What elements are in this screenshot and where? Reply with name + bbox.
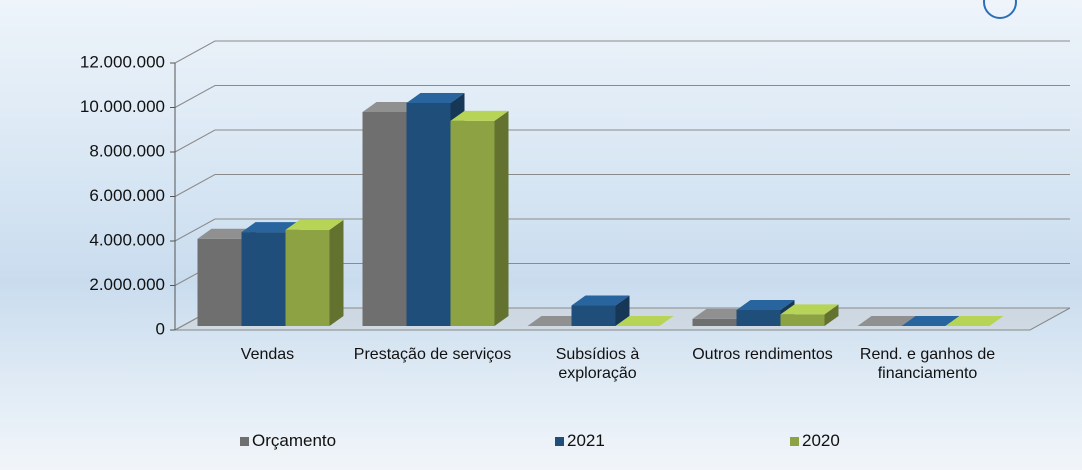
grid-line (174, 129, 1070, 153)
x-tick-label: Subsídios à exploração (555, 346, 640, 382)
bar-face (615, 295, 630, 326)
x-tick-label: Rend. e ganhos de financiamento (859, 346, 996, 382)
bar-face (736, 309, 781, 326)
bar-face (285, 229, 330, 326)
bar-face (197, 228, 256, 239)
y-tick-label: 4.000.000 (89, 230, 165, 249)
legend-item: Orçamento (240, 431, 336, 451)
bar (450, 110, 509, 326)
bar (945, 316, 1004, 326)
y-tick-label: 0 (156, 319, 165, 338)
bar-face (901, 316, 960, 326)
legend-label: Orçamento (252, 431, 337, 450)
legend-item: 2021 (555, 431, 605, 451)
bar (285, 219, 344, 326)
bar-face (494, 110, 509, 326)
bar-face (406, 103, 451, 326)
bar-face (241, 232, 286, 326)
grid-line (174, 85, 1070, 108)
bar-face (406, 93, 465, 104)
legend-item: 2020 (790, 431, 840, 451)
bar-face (857, 316, 916, 326)
bar-face (692, 308, 751, 319)
y-tick-label: 2.000.000 (89, 275, 165, 294)
x-tick-label: Outros rendimentos (692, 346, 833, 363)
bar-face (450, 120, 495, 326)
bar (857, 316, 916, 326)
bar-face (241, 222, 300, 233)
legend-swatch (555, 436, 564, 446)
bar-face (197, 238, 242, 326)
grid-line (174, 40, 1070, 64)
bar-face (329, 219, 344, 326)
bar-face (780, 314, 825, 326)
bar-face (780, 304, 839, 315)
bar-face (450, 110, 509, 121)
bar (615, 316, 674, 326)
bar-face (571, 295, 630, 306)
bar (780, 304, 839, 326)
bar-face (615, 316, 674, 326)
legend-swatch (240, 436, 249, 446)
y-tick-label: 6.000.000 (89, 186, 165, 205)
x-tick-label: Prestação de serviços (353, 346, 512, 363)
y-tick-label: 10.000.000 (80, 97, 165, 116)
grid-line (174, 174, 1070, 197)
legend-swatch (790, 436, 799, 446)
bar-face (692, 318, 737, 326)
bar-face (362, 101, 421, 112)
bar-face (736, 299, 795, 310)
logo (983, 0, 1017, 19)
x-tick-label: Vendas (240, 346, 295, 363)
bar-face (945, 316, 1004, 326)
y-tick-label: 12.000.000 (80, 52, 165, 71)
y-tick-label: 8.000.000 (89, 141, 165, 160)
bar (527, 316, 586, 326)
bar-face (824, 304, 839, 326)
legend-label: 2021 (567, 431, 605, 450)
bar-face (571, 305, 616, 326)
bar (901, 316, 960, 326)
bar-face (362, 111, 407, 326)
legend-label: 2020 (802, 431, 840, 450)
bar (571, 295, 630, 326)
bar-face (527, 316, 586, 326)
bar-face (285, 219, 344, 230)
grid-line (174, 218, 1070, 242)
